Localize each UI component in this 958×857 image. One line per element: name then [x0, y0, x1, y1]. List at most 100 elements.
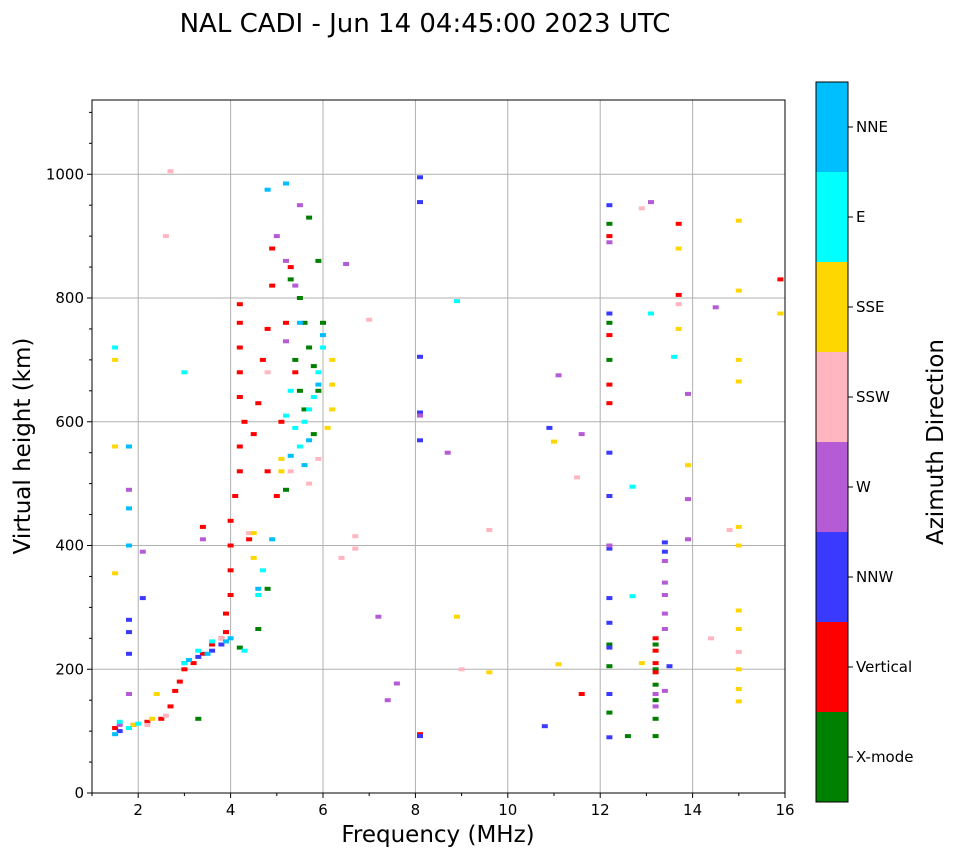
data-point: [652, 670, 659, 675]
data-point: [606, 320, 613, 325]
y-tick-label: 1000: [46, 165, 84, 183]
data-point: [329, 407, 336, 412]
data-point: [273, 494, 280, 498]
data-point: [417, 734, 423, 739]
colorbar-category-label: NNE: [856, 118, 888, 136]
data-point: [273, 234, 280, 239]
data-point: [735, 649, 742, 654]
data-point: [218, 636, 225, 641]
data-point: [735, 608, 742, 613]
data-point: [162, 713, 169, 718]
data-point: [112, 726, 119, 730]
data-point: [296, 296, 303, 300]
data-point: [661, 559, 668, 563]
data-point: [735, 218, 742, 223]
data-point: [652, 692, 659, 696]
data-point: [661, 593, 668, 597]
data-point: [209, 639, 216, 644]
colorbar-swatch: [816, 712, 848, 802]
data-point: [652, 682, 659, 687]
data-point: [181, 661, 188, 666]
data-point: [320, 345, 326, 350]
data-point: [246, 537, 253, 542]
data-point: [661, 580, 668, 585]
data-point: [139, 549, 146, 554]
data-point: [199, 537, 206, 542]
data-point: [306, 215, 313, 220]
data-point: [315, 258, 322, 263]
data-point: [306, 345, 313, 350]
data-point: [296, 388, 303, 393]
plot-frame: [91, 99, 786, 794]
data-point: [292, 425, 299, 430]
data-point: [329, 382, 336, 387]
data-point: [606, 642, 613, 647]
data-point: [306, 438, 313, 443]
data-point: [278, 419, 285, 424]
data-point: [606, 311, 613, 316]
data-point: [283, 339, 289, 344]
data-point: [227, 636, 234, 641]
data-point: [287, 469, 294, 474]
data-point: [181, 667, 188, 672]
colorbar-swatch: [816, 262, 848, 352]
x-tick-label: 16: [775, 801, 794, 819]
data-point: [675, 302, 682, 307]
data-point: [153, 692, 160, 696]
data-point: [236, 444, 243, 449]
colorbar-frame: [815, 81, 849, 803]
data-point: [685, 537, 691, 542]
data-point: [112, 357, 119, 362]
data-point: [112, 571, 119, 576]
colorbar-category-label: NNW: [856, 568, 893, 586]
data-point: [417, 413, 423, 418]
data-point: [606, 203, 613, 208]
x-axis-ticks: 2 4 6 8 10 12 14 16: [91, 793, 795, 819]
data-point: [606, 596, 613, 601]
data-point: [306, 481, 313, 486]
data-point: [666, 664, 673, 669]
data-point: [735, 543, 742, 548]
data-point: [606, 546, 613, 551]
data-point: [112, 732, 119, 737]
y-axis-label: Virtual height (km): [10, 338, 36, 555]
data-point: [246, 531, 253, 536]
y-tick-label: 200: [55, 660, 84, 678]
data-point: [236, 345, 243, 350]
data-point: [186, 658, 192, 662]
data-point: [555, 373, 562, 378]
data-point: [685, 391, 691, 396]
colorbar-category-label: SSE: [856, 298, 885, 316]
data-point: [735, 667, 742, 672]
plot-background: [92, 100, 785, 793]
data-point: [417, 410, 423, 415]
data-point: [606, 543, 613, 548]
data-point: [454, 299, 460, 304]
data-point: [236, 302, 243, 307]
y-axis-ticks: 0 200 400 600 800 1000: [46, 111, 92, 802]
data-point: [546, 425, 553, 430]
data-point: [652, 716, 659, 721]
data-point: [384, 698, 391, 703]
data-point: [338, 555, 345, 560]
data-point: [116, 719, 123, 724]
data-point: [195, 648, 202, 653]
data-point: [624, 734, 631, 739]
data-point: [541, 724, 548, 729]
data-point: [116, 722, 123, 727]
x-tick-label: 2: [133, 801, 143, 819]
data-point: [241, 419, 248, 424]
data-point: [287, 265, 294, 270]
data-point: [606, 645, 613, 650]
data-point: [264, 187, 271, 192]
data-point: [126, 506, 132, 511]
data-point: [167, 704, 174, 709]
data-point: [126, 543, 132, 548]
data-point: [574, 475, 581, 480]
colorbar-category-label: X-mode: [856, 748, 913, 766]
data-point: [255, 586, 262, 591]
data-point: [223, 611, 229, 616]
data-point: [283, 320, 289, 325]
data-point: [167, 169, 174, 174]
data-point: [661, 540, 668, 545]
